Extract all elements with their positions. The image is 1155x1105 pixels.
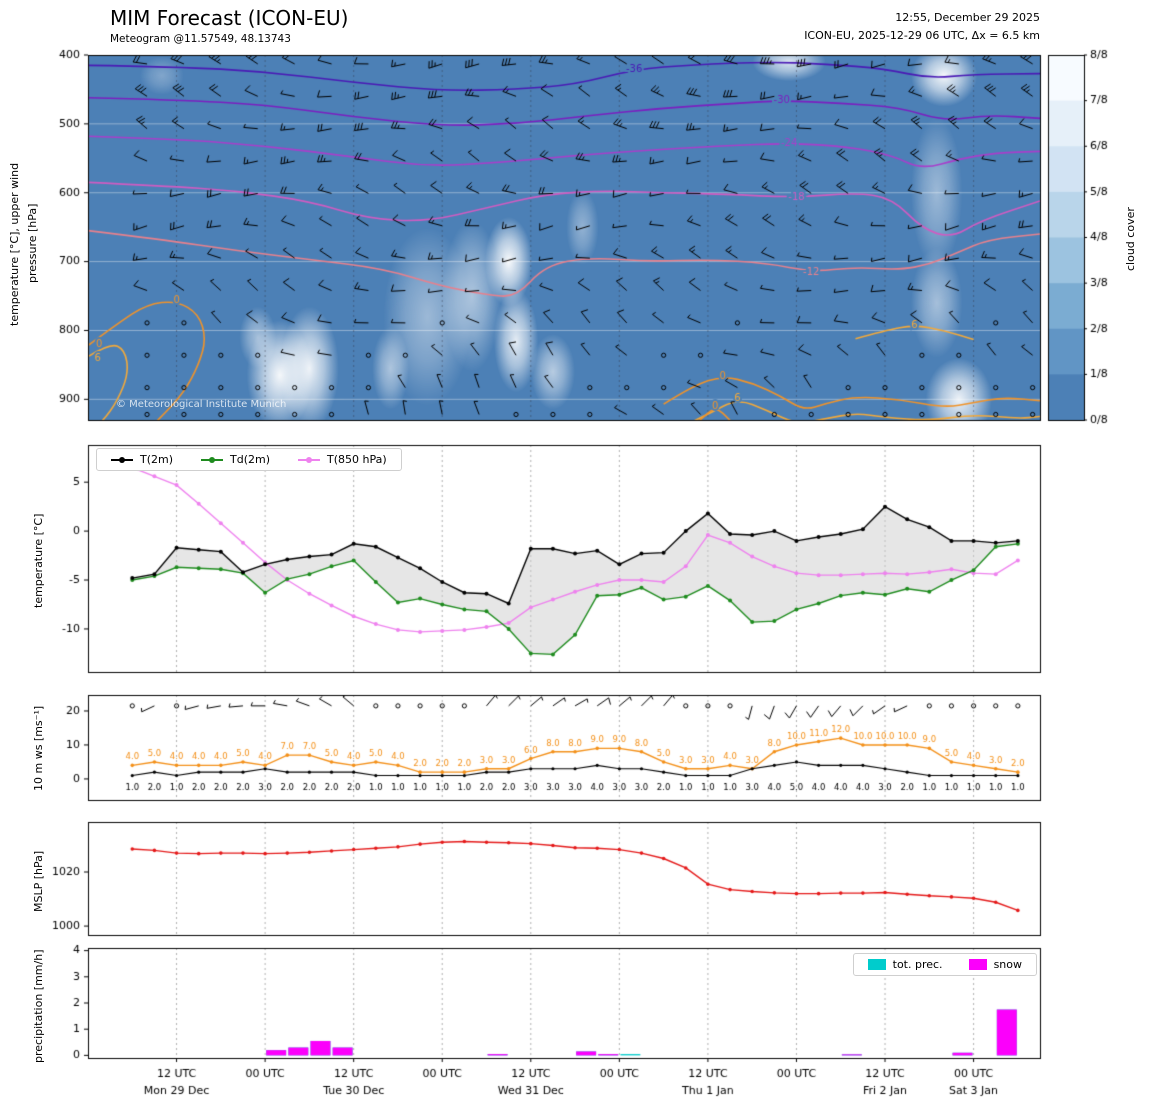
upper-panel-ylabel-line1: temperature [°C], upper wind — [8, 162, 21, 326]
totprec-legend-label: tot. prec. — [892, 958, 943, 971]
temperature-legend: T(2m) Td(2m) T(850 hPa) — [96, 448, 402, 471]
upper-panel-ylabel-line2: pressure [hPa] — [26, 203, 39, 283]
legend-item-td2m: Td(2m) — [201, 453, 270, 466]
page-subtitle: Meteogram @11.57549, 48.13743 — [110, 33, 291, 45]
wind-panel-ylabel: 10 m ws [ms⁻¹] — [32, 705, 45, 791]
mslp-panel-ylabel: MSLP [hPa] — [32, 850, 45, 912]
t2m-line-swatch — [111, 456, 133, 463]
td2m-line-swatch — [201, 456, 224, 463]
legend-item-t850: T(850 hPa) — [298, 453, 387, 466]
legend-item-t2m: T(2m) — [111, 453, 173, 466]
page-title: MIM Forecast (ICON-EU) — [110, 6, 349, 30]
totprec-swatch — [867, 959, 886, 970]
model-run-info: ICON-EU, 2025-12-29 06 UTC, Δx = 6.5 km — [804, 29, 1040, 42]
snow-swatch — [968, 959, 987, 970]
precipitation-legend: tot. prec. snow — [852, 953, 1037, 976]
t2m-legend-label: T(2m) — [140, 453, 174, 466]
creation-timestamp: 12:55, December 29 2025 — [895, 11, 1040, 24]
snow-legend-label: snow — [993, 958, 1022, 971]
legend-item-snow: snow — [968, 958, 1022, 971]
legend-item-totprec: tot. prec. — [867, 958, 943, 971]
temperature-panel-ylabel: temperature [°C] — [32, 513, 45, 608]
colorbar-label: cloud cover — [1124, 207, 1137, 271]
watermark: © Meteorological Institute Munich — [116, 399, 287, 410]
t850-legend-label: T(850 hPa) — [327, 453, 387, 466]
precip-panel-ylabel: precipitation [mm/h] — [32, 949, 45, 1064]
td2m-legend-label: Td(2m) — [230, 453, 271, 466]
t850-line-swatch — [298, 456, 321, 463]
